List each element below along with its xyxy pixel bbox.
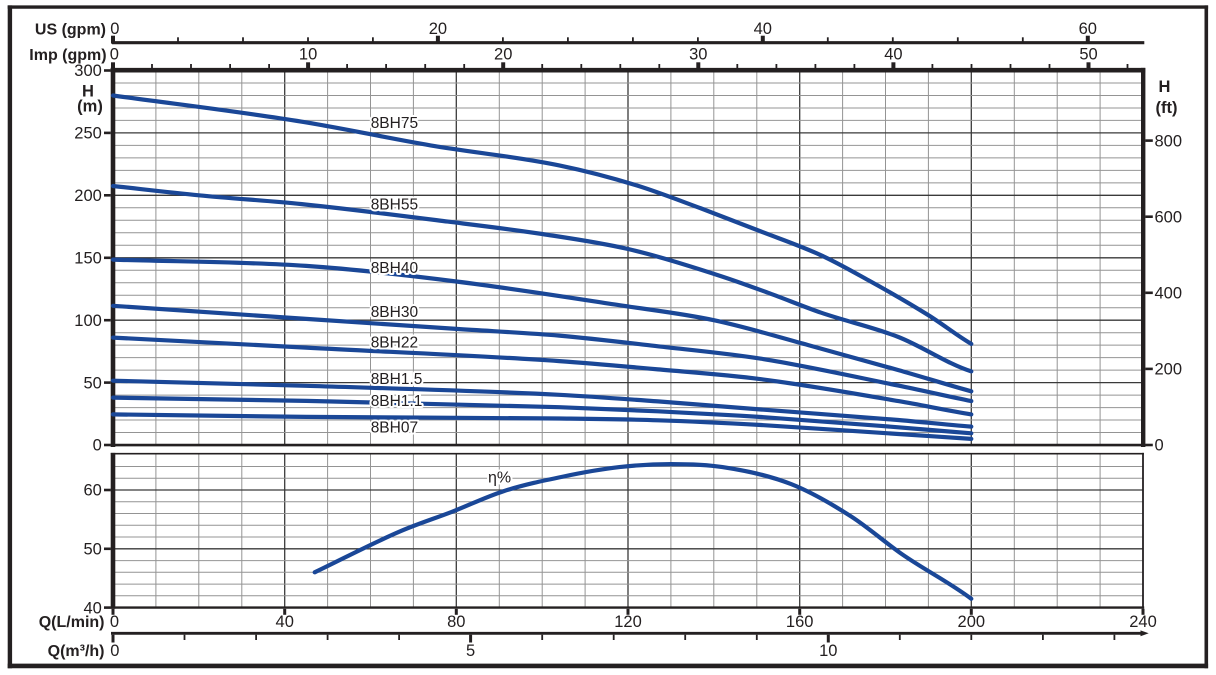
svg-text:(ft): (ft) (1156, 99, 1178, 117)
svg-text:20: 20 (429, 20, 447, 38)
svg-text:10: 10 (819, 642, 837, 660)
svg-text:0: 0 (110, 20, 119, 38)
svg-text:600: 600 (1155, 208, 1183, 226)
svg-text:400: 400 (1155, 285, 1183, 303)
svg-text:50: 50 (1079, 46, 1097, 64)
svg-text:Q(m³/h): Q(m³/h) (48, 643, 105, 660)
svg-text:150: 150 (74, 250, 102, 268)
svg-text:US (gpm): US (gpm) (35, 22, 106, 39)
svg-text:40: 40 (884, 46, 902, 64)
svg-text:20: 20 (494, 46, 512, 64)
svg-text:H: H (1159, 78, 1171, 96)
svg-text:8BH07: 8BH07 (371, 419, 418, 436)
svg-text:50: 50 (83, 541, 101, 559)
svg-text:240: 240 (1129, 613, 1157, 631)
svg-text:200: 200 (958, 613, 986, 631)
svg-text:8BH1.5: 8BH1.5 (371, 371, 423, 388)
svg-text:0: 0 (110, 642, 119, 660)
svg-text:200: 200 (1155, 361, 1183, 379)
svg-text:200: 200 (74, 187, 102, 205)
svg-text:40: 40 (83, 599, 101, 617)
svg-text:0: 0 (110, 613, 119, 631)
svg-text:160: 160 (786, 613, 814, 631)
svg-text:40: 40 (754, 20, 772, 38)
svg-text:H: H (82, 82, 94, 100)
svg-text:100: 100 (74, 312, 102, 330)
svg-text:80: 80 (447, 613, 465, 631)
svg-text:Imp (gpm): Imp (gpm) (29, 47, 106, 64)
svg-text:η%: η% (488, 470, 511, 487)
svg-text:8BH22: 8BH22 (371, 335, 418, 352)
svg-text:250: 250 (74, 125, 102, 143)
svg-text:120: 120 (614, 613, 642, 631)
svg-text:0: 0 (1155, 437, 1164, 455)
svg-text:60: 60 (1079, 20, 1097, 38)
svg-text:8BH75: 8BH75 (371, 115, 418, 132)
svg-text:0: 0 (93, 437, 102, 455)
svg-text:8BH55: 8BH55 (371, 196, 418, 213)
svg-text:10: 10 (299, 46, 317, 64)
svg-text:30: 30 (689, 46, 707, 64)
svg-text:0: 0 (110, 46, 119, 64)
svg-text:8BH1.1: 8BH1.1 (371, 393, 423, 410)
svg-text:8BH30: 8BH30 (371, 304, 419, 321)
svg-text:Q(L/min): Q(L/min) (39, 614, 105, 631)
svg-text:50: 50 (83, 374, 101, 392)
svg-text:300: 300 (74, 62, 102, 80)
svg-text:(m): (m) (77, 98, 103, 116)
svg-text:5: 5 (466, 642, 475, 660)
svg-text:40: 40 (276, 613, 294, 631)
svg-text:8BH40: 8BH40 (371, 260, 419, 277)
svg-text:800: 800 (1155, 132, 1183, 150)
svg-text:60: 60 (83, 482, 101, 500)
